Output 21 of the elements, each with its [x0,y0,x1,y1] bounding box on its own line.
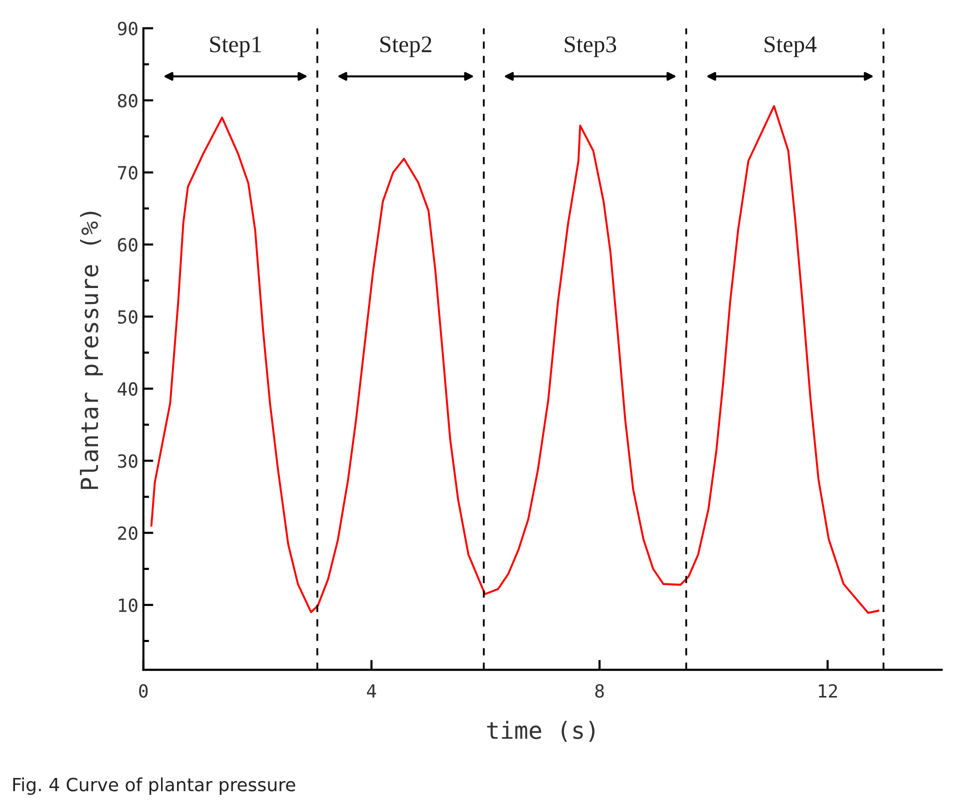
y-tick-label: 70 [118,166,138,180]
y-axis-title: Plantar pressure (%) [80,212,103,489]
y-tick-label: 20 [118,526,138,540]
y-tick-label: 30 [118,454,138,468]
annotation: Step3 [564,36,616,58]
x-axis-title: time (s) [487,720,594,742]
y-tick-label: 50 [118,310,138,324]
annotation: Step4 [764,36,817,58]
line-series [150,105,880,614]
x-tick-label: 4 [366,684,376,698]
y-tick-label: 60 [118,238,138,252]
annotation: Step2 [380,36,432,58]
y-tick-label: 10 [118,598,138,612]
annotation: Step1 [210,36,261,58]
y-tick-label: 40 [118,382,138,396]
y-tick-label: 90 [118,22,138,36]
caption: Fig. 4 Curve of plantar pressure [13,777,296,795]
x-tick-label: 12 [818,684,837,698]
x-tick-label: 8 [595,684,604,698]
x-tick-label: 0 [139,684,148,698]
y-tick-label: 80 [118,94,138,108]
